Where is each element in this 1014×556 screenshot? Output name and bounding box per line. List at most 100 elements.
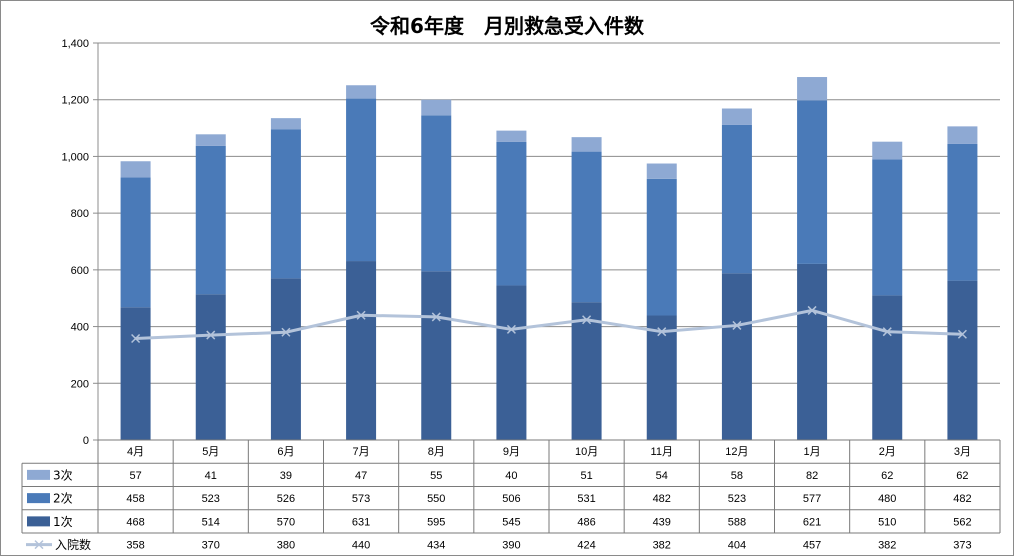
table-cell: 588 (728, 516, 746, 528)
bar-2次 (947, 143, 978, 281)
bar-2次 (496, 141, 527, 286)
bar-2次 (872, 159, 903, 296)
marker-stroke (732, 320, 742, 330)
bar-1次 (346, 261, 377, 440)
line-marker (957, 329, 967, 339)
legend-label: 1次 (53, 515, 73, 529)
legend-label: 3次 (53, 468, 73, 482)
bar-1次 (195, 294, 226, 440)
table-cell: 382 (878, 540, 896, 552)
admissions-line (131, 305, 967, 344)
table-cell: 370 (202, 540, 220, 552)
marker-stroke (281, 327, 291, 337)
table-cell: 373 (953, 540, 971, 552)
gridlines (93, 42, 1000, 441)
legend-label: 入院数 (55, 537, 91, 552)
table-cell: 550 (427, 493, 445, 505)
bar-1次 (947, 280, 978, 440)
marker-stroke (882, 327, 892, 337)
table-cell: 562 (953, 516, 971, 528)
line-marker (506, 324, 516, 334)
line-marker (807, 305, 817, 315)
table-cell: 545 (502, 516, 520, 528)
bar-3次 (947, 126, 978, 144)
bar-3次 (346, 85, 377, 99)
table-cell: 573 (352, 493, 370, 505)
bar-2次 (571, 151, 602, 303)
x-category-label: 4月 (127, 446, 144, 458)
bar-1次 (120, 307, 151, 440)
table-cell: 57 (129, 470, 141, 482)
table-cell: 506 (502, 493, 520, 505)
bar-2次 (270, 129, 301, 279)
bars (120, 77, 978, 440)
table-cell: 55 (430, 470, 442, 482)
table-cell: 47 (355, 470, 367, 482)
legend-label: 2次 (53, 492, 73, 506)
line-marker (657, 327, 667, 337)
x-category-label: 8月 (428, 446, 445, 458)
table-cell: 458 (126, 493, 144, 505)
x-category-label: 6月 (277, 446, 294, 458)
y-axis-ticks: 0 200 400 600 800 1,000 1,200 1,400 (61, 38, 89, 447)
bar-1次 (571, 302, 602, 440)
bar-3次 (496, 130, 527, 142)
y-tick-label: 1,000 (61, 151, 89, 163)
table-cell: 468 (126, 516, 144, 528)
marker-stroke (206, 330, 216, 340)
table-cell: 631 (352, 516, 370, 528)
legend-swatch (27, 516, 50, 527)
table-cell: 358 (126, 540, 144, 552)
x-category-label: 5月 (202, 446, 219, 458)
table-cell: 40 (505, 470, 517, 482)
y-tick-label: 600 (71, 265, 89, 277)
legend-swatch (27, 493, 50, 504)
bar-1次 (872, 295, 903, 440)
table-cell: 390 (502, 540, 520, 552)
bar-2次 (797, 100, 828, 264)
x-category-label: 7月 (353, 446, 370, 458)
marker-stroke (657, 327, 667, 337)
x-category-label: 1月 (804, 446, 821, 458)
y-tick-label: 1,200 (61, 95, 89, 107)
bar-2次 (646, 178, 677, 316)
bar-1次 (270, 278, 301, 440)
marker-stroke (582, 315, 592, 325)
line-marker (206, 330, 216, 340)
bar-2次 (721, 124, 752, 274)
bar-2次 (421, 115, 452, 272)
line-marker (356, 310, 366, 320)
line-marker (281, 327, 291, 337)
bar-3次 (120, 161, 151, 178)
bar-3次 (872, 141, 903, 160)
x-category-label: 3月 (954, 446, 971, 458)
table-cell: 526 (277, 493, 295, 505)
marker-stroke (431, 312, 441, 322)
x-category-label: 2月 (879, 446, 896, 458)
bar-2次 (120, 177, 151, 308)
bar-3次 (797, 77, 828, 101)
y-tick-label: 0 (83, 435, 89, 447)
table-cell: 486 (577, 516, 595, 528)
chart-title: 令和6年度 月別救急受入件数 (370, 14, 645, 38)
bar-2次 (195, 145, 226, 295)
table-cell: 523 (728, 493, 746, 505)
table-cell: 380 (277, 540, 295, 552)
table-cell: 54 (656, 470, 668, 482)
table-cell: 82 (806, 470, 818, 482)
x-category-label: 10月 (575, 446, 598, 458)
line-marker (431, 312, 441, 322)
bar-1次 (721, 273, 752, 440)
table-cell: 482 (653, 493, 671, 505)
marker-stroke (506, 324, 516, 334)
legend-swatch (27, 469, 50, 480)
table-cell: 424 (577, 540, 595, 552)
bar-3次 (421, 99, 452, 116)
table-cell: 39 (280, 470, 292, 482)
y-tick-label: 800 (71, 208, 89, 220)
y-tick-label: 200 (71, 378, 89, 390)
table-cell: 440 (352, 540, 370, 552)
marker-stroke (807, 305, 817, 315)
table-cell: 41 (205, 470, 217, 482)
